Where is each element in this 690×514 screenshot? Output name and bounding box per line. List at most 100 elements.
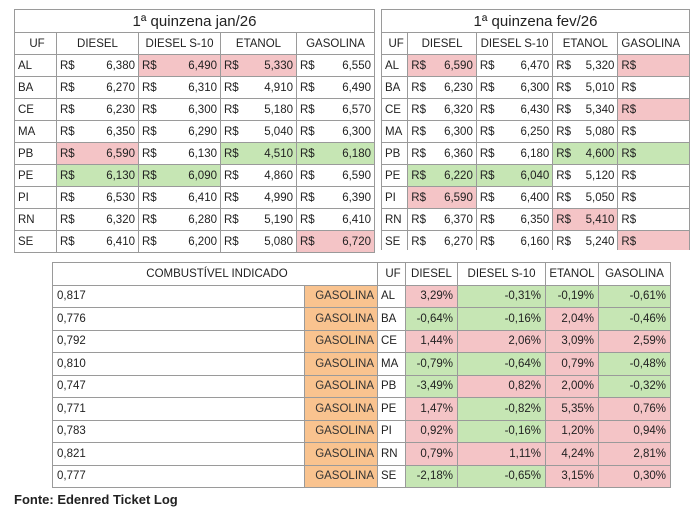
variation-cell: -0,82%: [457, 397, 546, 421]
indicated-fuel-cell: GASOLINA: [304, 442, 378, 466]
price-cell: 6,590: [430, 186, 477, 209]
currency-cell: R$: [56, 208, 83, 231]
table-title: 1ª quinzena fev/26: [381, 9, 690, 33]
currency-cell: R$: [475, 54, 501, 77]
indicated-fuel-cell: GASOLINA: [304, 464, 378, 488]
currency-cell: R$: [296, 76, 323, 99]
table-row: BA R$ 6,230 R$ 6,300 R$ 5,010 R$: [381, 76, 690, 99]
table-row: 0,783 GASOLINA PI 0,92% -0,16% 1,20% 0,94%: [52, 419, 671, 443]
indicated-fuel-cell: GASOLINA: [304, 374, 378, 398]
uf-cell: BA: [14, 76, 57, 99]
uf-cell: CE: [377, 329, 406, 353]
price-cell: 4,600: [575, 142, 619, 165]
currency-cell: R$: [56, 230, 83, 253]
currency-cell: R$: [475, 186, 501, 209]
uf-cell: CE: [381, 98, 409, 121]
price-cell: 4,990: [246, 186, 297, 209]
currency-cell: R$: [617, 76, 643, 99]
price-cell: 5,180: [246, 98, 297, 121]
variation-cell: 2,81%: [598, 442, 671, 466]
variation-cell: 3,29%: [405, 284, 458, 308]
price-cell: 5,340: [575, 98, 619, 121]
table-row: 0,821 GASOLINA RN 0,79% 1,11% 4,24% 2,81%: [52, 442, 671, 466]
currency-cell: R$: [138, 142, 165, 165]
variation-cell: -3,49%: [405, 374, 458, 398]
indicated-fuel-cell: GASOLINA: [304, 419, 378, 443]
currency-cell: R$: [296, 120, 323, 143]
uf-cell: SE: [381, 230, 409, 250]
price-cell: 6,400: [500, 186, 554, 209]
currency-cell: R$: [220, 142, 247, 165]
uf-cell: MA: [377, 352, 406, 376]
variation-cell: 1,44%: [405, 329, 458, 353]
price-cell: [643, 120, 690, 143]
price-cell: 5,040: [246, 120, 297, 143]
variation-cell: -0,32%: [598, 374, 671, 398]
price-cell: 6,370: [430, 208, 477, 231]
currency-cell: R$: [296, 186, 323, 209]
ratio-cell: 0,792: [52, 329, 305, 353]
source-note: Fonte: Edenred Ticket Log: [14, 492, 178, 507]
variation-cell: -0,61%: [598, 284, 671, 308]
price-cell: 5,120: [575, 164, 619, 187]
price-cell: [643, 54, 690, 77]
currency-cell: R$: [552, 208, 576, 231]
table-row: 0,747 GASOLINA PB -3,49% 0,82% 2,00% -0,32%: [52, 374, 671, 398]
price-cell: 6,250: [500, 120, 554, 143]
currency-cell: R$: [138, 76, 165, 99]
table-row: PB R$ 6,590 R$ 6,130 R$ 4,510 R$ 6,180: [14, 142, 375, 165]
table-row: MA R$ 6,300 R$ 6,250 R$ 5,080 R$: [381, 120, 690, 143]
price-cell: 6,470: [500, 54, 554, 77]
currency-cell: R$: [552, 142, 576, 165]
table-row: BA R$ 6,270 R$ 6,310 R$ 4,910 R$ 6,490: [14, 76, 375, 99]
price-cell: 6,130: [164, 142, 221, 165]
currency-cell: R$: [617, 98, 643, 121]
currency-cell: R$: [617, 208, 643, 231]
table-row: MA R$ 6,350 R$ 6,290 R$ 5,040 R$ 6,300: [14, 120, 375, 143]
ratio-cell: 0,777: [52, 464, 305, 488]
table-body: 0,817 GASOLINA AL 3,29% -0,31% -0,19% -0,61% 0,…: [52, 284, 671, 488]
price-cell: 6,590: [430, 54, 477, 77]
variation-cell: 0,79%: [545, 352, 599, 376]
indicated-fuel-cell: GASOLINA: [304, 352, 378, 376]
price-cell: 6,310: [164, 76, 221, 99]
price-table-fev: 1ª quinzena fev/26 UF DIESEL DIESEL S-10…: [381, 9, 690, 250]
currency-cell: R$: [475, 76, 501, 99]
col-header-gasolina: GASOLINA: [617, 32, 690, 55]
col-header-diesel-s10: DIESEL S-10: [457, 262, 546, 286]
table-row: RN R$ 6,370 R$ 6,350 R$ 5,410 R$: [381, 208, 690, 231]
indicated-fuel-cell: GASOLINA: [304, 284, 378, 308]
variation-cell: 4,24%: [545, 442, 599, 466]
currency-cell: R$: [617, 142, 643, 165]
col-header-etanol: ETANOL: [220, 32, 297, 55]
uf-cell: MA: [14, 120, 57, 143]
variation-cell: -0,65%: [457, 464, 546, 488]
uf-cell: AL: [377, 284, 406, 308]
variation-cell: 0,79%: [405, 442, 458, 466]
currency-cell: R$: [56, 120, 83, 143]
currency-cell: R$: [220, 230, 247, 253]
currency-cell: R$: [552, 120, 576, 143]
currency-cell: R$: [296, 230, 323, 253]
currency-cell: R$: [407, 230, 431, 250]
table-row: 0,792 GASOLINA CE 1,44% 2,06% 3,09% 2,59%: [52, 329, 671, 353]
col-header-etanol: ETANOL: [545, 262, 599, 286]
price-cell: 5,320: [575, 54, 619, 77]
variation-cell: -2,18%: [405, 464, 458, 488]
currency-cell: R$: [617, 54, 643, 77]
currency-cell: R$: [220, 186, 247, 209]
col-header-diesel-s10: DIESEL S-10: [138, 32, 221, 55]
price-cell: 6,280: [164, 208, 221, 231]
currency-cell: R$: [138, 98, 165, 121]
price-cell: [643, 186, 690, 209]
price-cell: 6,220: [430, 164, 477, 187]
table-row: CE R$ 6,230 R$ 6,300 R$ 5,180 R$ 6,570: [14, 98, 375, 121]
variation-cell: 2,59%: [598, 329, 671, 353]
table-row: AL R$ 6,380 R$ 6,490 R$ 5,330 R$ 6,550: [14, 54, 375, 77]
price-cell: 6,180: [322, 142, 375, 165]
uf-cell: AL: [381, 54, 409, 77]
currency-cell: R$: [56, 76, 83, 99]
currency-cell: R$: [138, 54, 165, 77]
uf-cell: BA: [381, 76, 409, 99]
table-row: SE R$ 6,270 R$ 6,160 R$ 5,240 R$: [381, 230, 690, 250]
